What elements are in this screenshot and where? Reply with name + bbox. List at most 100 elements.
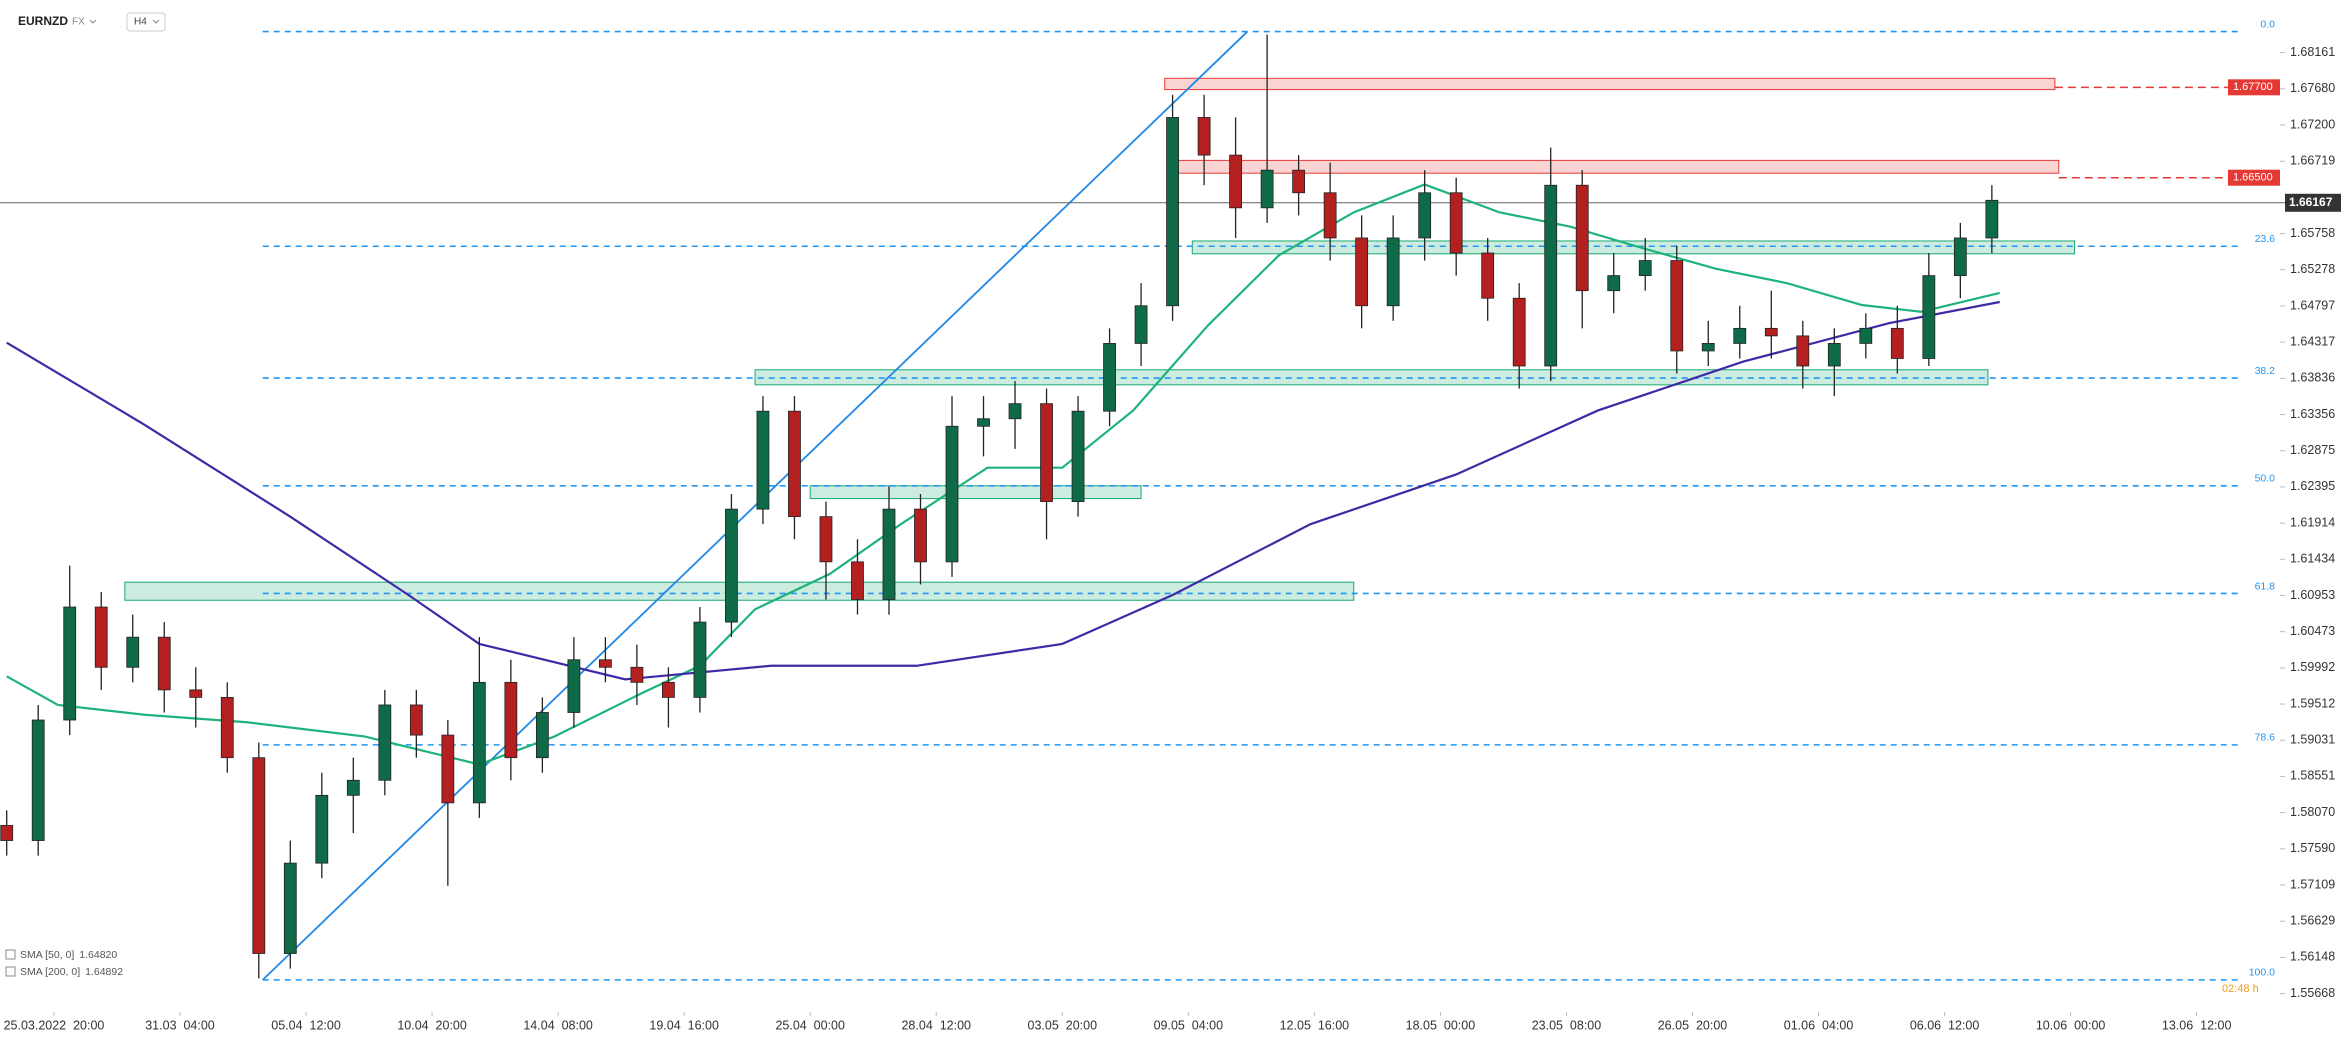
dropdown-arrow[interactable] xyxy=(152,19,160,24)
candle-body xyxy=(535,712,549,759)
candle-body xyxy=(1796,335,1810,367)
y-tick-label: 1.60953 xyxy=(2290,588,2335,602)
sma-line xyxy=(6,183,2000,766)
x-tick-label: 25.03.2022 20:00 xyxy=(4,1018,105,1032)
x-tick-label: 19.04 16:00 xyxy=(649,1018,719,1032)
fib-label: 38.2 xyxy=(2255,365,2276,377)
y-tick-label: 1.60473 xyxy=(2290,624,2335,638)
candle-body xyxy=(977,418,990,427)
dropdown-arrow[interactable] xyxy=(89,19,97,24)
x-tick-label: 25.04 00:00 xyxy=(775,1018,845,1032)
zone xyxy=(754,369,1989,386)
candle-body xyxy=(346,779,360,796)
legend-name: SMA [50, 0] xyxy=(20,949,74,961)
price-tag-label: 1.67700 xyxy=(2233,81,2273,93)
y-tick-label: 1.59992 xyxy=(2290,660,2335,674)
lines xyxy=(0,30,2285,981)
candle-body xyxy=(1638,260,1652,277)
candle-body xyxy=(1827,343,1841,367)
x-tick-label: 09.05 04:00 xyxy=(1154,1018,1224,1032)
candle-body xyxy=(1197,117,1211,156)
candle-body xyxy=(1859,327,1873,344)
candle-body xyxy=(725,508,738,623)
candle-body xyxy=(1575,184,1589,292)
x-tick-label: 23.05 08:00 xyxy=(1532,1018,1602,1032)
candle-body xyxy=(157,636,171,691)
candle-body xyxy=(1985,199,1999,239)
fib-label: 78.6 xyxy=(2255,732,2276,744)
y-tick-label: 1.65278 xyxy=(2290,262,2335,276)
y-tick-label: 1.62395 xyxy=(2290,479,2335,493)
zone xyxy=(1191,240,2076,255)
candle-body xyxy=(220,697,234,759)
timeframe-button[interactable] xyxy=(126,12,166,32)
legend-icon xyxy=(5,966,16,977)
candle-body xyxy=(1323,192,1337,239)
candle-body xyxy=(472,681,486,804)
x-tick-label: 01.06 04:00 xyxy=(1784,1018,1854,1032)
y-tick-label: 1.64797 xyxy=(2290,298,2335,312)
fib-label: 61.8 xyxy=(2255,580,2276,592)
candle-body xyxy=(1166,117,1179,307)
candle-body xyxy=(1260,169,1274,209)
last-price-tag xyxy=(2285,193,2341,212)
x-tick-label: 14.04 08:00 xyxy=(523,1018,593,1032)
candle-body xyxy=(31,719,45,841)
market[interactable]: FX xyxy=(72,17,85,28)
candle-body xyxy=(914,508,927,563)
candle-body xyxy=(63,606,77,721)
candle-body xyxy=(819,516,833,563)
candle-body xyxy=(1544,184,1558,367)
fib-label: 100.0 xyxy=(2249,967,2275,979)
labels: 1.68161 1.67680 1.67200 1.66719 1.65758 1.652… xyxy=(4,18,2341,1032)
x-tick-label: 26.05 20:00 xyxy=(1658,1018,1728,1032)
candle-body xyxy=(567,659,581,713)
y-tick-label: 1.61914 xyxy=(2290,515,2335,529)
candle-body xyxy=(1418,192,1432,239)
y-tick-label: 1.61434 xyxy=(2290,552,2335,566)
candle-body xyxy=(1670,260,1684,352)
y-tick-label: 1.62875 xyxy=(2290,443,2335,457)
y-tick-label: 1.67200 xyxy=(2290,117,2335,131)
x-tick-label: 13.06 12:00 xyxy=(2162,1018,2232,1032)
x-tick-label: 12.05 16:00 xyxy=(1280,1018,1350,1032)
candle-body xyxy=(252,757,266,954)
header: EURNZD FX H4 xyxy=(18,12,166,32)
candle-body xyxy=(1733,327,1747,344)
last-price-label: 1.66167 xyxy=(2289,195,2333,209)
candle-body xyxy=(693,621,707,698)
sma-line xyxy=(6,300,2000,681)
candle-body xyxy=(1103,343,1116,412)
x-tick-label: 05.04 12:00 xyxy=(271,1018,341,1032)
candles xyxy=(0,34,1999,979)
candle-body xyxy=(1071,410,1085,502)
y-tick-label: 1.57109 xyxy=(2290,877,2335,891)
price-tag-label: 1.66500 xyxy=(2233,172,2273,184)
legend-value: 1.64892 xyxy=(85,966,123,978)
countdown: 02:48 h xyxy=(2222,983,2259,995)
symbol: EURNZD xyxy=(18,14,68,28)
candle-body xyxy=(441,734,455,804)
y-tick-label: 1.63356 xyxy=(2290,407,2335,421)
candle-body xyxy=(409,704,423,736)
y-tick-label: 1.56148 xyxy=(2290,950,2335,964)
candle-body xyxy=(1040,403,1053,502)
candle-body xyxy=(788,410,801,518)
y-tick-label: 1.55668 xyxy=(2290,986,2335,1000)
y-tick-label: 1.64317 xyxy=(2290,334,2335,348)
x-tick-label: 10.06 00:00 xyxy=(2036,1018,2106,1032)
y-tick-label: 1.68161 xyxy=(2290,45,2335,59)
y-tick-label: 1.65758 xyxy=(2290,226,2335,240)
candle-body xyxy=(1386,237,1400,307)
candle-body xyxy=(1229,154,1243,209)
timeframe[interactable]: H4 xyxy=(134,17,147,28)
candle-body xyxy=(1890,327,1904,359)
candle-body xyxy=(882,508,896,600)
candle-body xyxy=(1292,169,1306,194)
candle-body xyxy=(1607,275,1621,292)
candle-body xyxy=(1953,237,1967,277)
x-tick-label: 03.05 20:00 xyxy=(1028,1018,1098,1032)
legend-entry: SMA [50, 0] 1.64820 xyxy=(20,949,117,961)
y-tick-label: 1.58070 xyxy=(2290,805,2335,819)
